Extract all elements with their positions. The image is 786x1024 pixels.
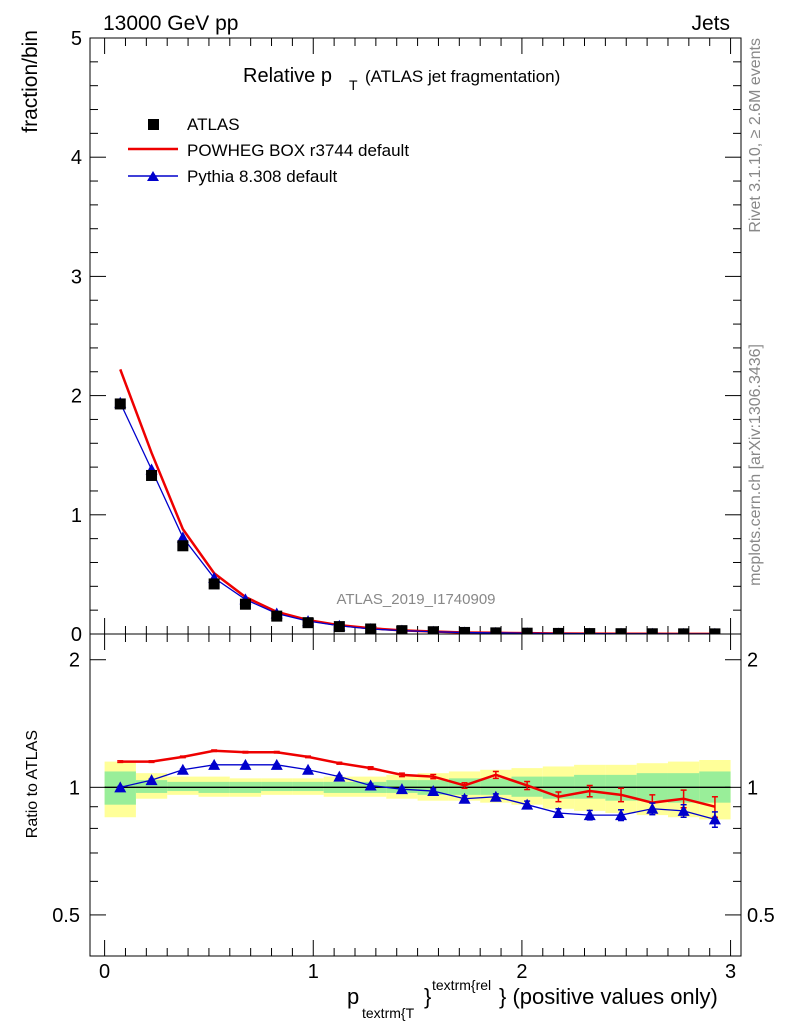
analysis-watermark: ATLAS_2019_I1740909 [336,591,495,608]
ratio-pythia-line [120,764,716,821]
main-atlas-point [114,398,126,410]
legend-pythia-label: Pythia 8.308 default [187,167,338,186]
ratio-pythia-point [114,781,127,793]
main-atlas-point [177,540,189,552]
main-ylabel: fraction/bin [19,30,42,133]
title-subscript: T [349,77,358,93]
main-ytick-label: 2 [71,386,82,408]
main-atlas-point [365,623,377,635]
ratio-pythia-point [708,813,721,825]
main-atlas-point [271,610,283,622]
ratio-band-green [480,778,512,795]
main-pythia-point [176,531,189,543]
ratio-pythia-point [458,792,471,804]
x-axis-title: p textrm{T } textrm{rel } (positive valu… [347,977,718,1021]
ratio-ytick-label: 2 [69,650,80,672]
main-atlas-point [459,626,471,638]
xlabel-rest: } (positive values only) [499,984,718,1009]
main-ytick-label: 4 [71,147,82,169]
main-ytick-label: 1 [71,505,82,527]
ratio-pythia-point [302,763,315,775]
ratio-xtick-label: 2 [516,961,527,983]
legend-atlas-marker [148,119,159,130]
ratio-ytick-label: 1 [69,777,80,799]
ratio-pythia-point [427,785,440,797]
main-title: Relative p T (ATLAS jet fragmentation) [243,65,560,93]
main-plot-panel: 0 1 2 3 4 5 [71,28,742,646]
ratio-plot-panel: 0.5 0.5 1 1 2 2 0 1 2 3 [52,633,775,983]
main-atlas-point [146,469,158,481]
ratio-pythia-point [521,798,534,810]
ratio-ytick-label: 0.5 [52,905,80,927]
main-atlas-point [208,578,220,590]
ratio-pythia-point [646,802,659,814]
ratio-pythia-point [208,758,221,770]
ratio-ytick-label-right: 2 [747,650,758,672]
title-rest: (ATLAS jet fragmentation) [365,67,560,86]
ratio-xtick-label: 0 [99,961,110,983]
ratio-pythia-point [145,774,158,786]
ratio-pythia-point [333,770,346,782]
ratio-band-green [135,780,168,793]
ratio-pythia-point [552,806,565,818]
main-atlas-point [490,627,502,639]
main-ytick-label: 0 [71,624,82,646]
legend-pythia-marker [147,171,159,181]
xlabel-inner-brace: } [424,984,431,1009]
ratio-pythia-point [239,758,252,770]
main-atlas-point [302,617,314,629]
ratio-band-green [261,781,293,792]
ratio-pythia-point [583,809,596,821]
main-atlas-point [333,621,345,633]
ratio-pythia-point [176,763,189,775]
ratio-powheg-line [120,749,716,808]
legend-atlas-label: ATLAS [187,115,240,134]
ratio-xtick-label: 1 [308,961,319,983]
mcplots-label: mcplots.cern.ch [arXiv:1306.3436] [747,344,764,586]
ratio-ylabel: Ratio to ATLAS [24,730,41,838]
main-atlas-point [521,627,533,639]
rivet-version-label: Rivet 3.1.10, ≥ 2.6M events [747,38,764,233]
xlabel-p: p [347,984,359,1009]
legend-powheg-label: POWHEG BOX r3744 default [187,141,409,160]
ratio-band-green [167,781,199,792]
legend: ATLAS POWHEG BOX r3744 default Pythia 8.… [128,115,409,186]
main-ytick-label: 3 [71,266,82,288]
ratio-pythia-point [395,783,408,795]
ratio-xtick-label: 3 [725,961,736,983]
ratio-band-green [292,781,324,792]
ratio-pythia-point [270,758,283,770]
header-process: Jets [691,12,730,35]
ratio-pythia-point [677,804,690,816]
main-atlas-point [239,598,251,610]
xlabel-superscript: textrm{rel [432,977,491,993]
main-atlas-point [552,627,564,639]
ratio-frame [89,633,742,957]
ratio-ytick-label-right: 1 [747,777,758,799]
title-main: Relative p [243,65,332,87]
main-atlas-point [427,626,439,638]
header-energy: 13000 GeV pp [103,12,238,35]
xlabel-subscript: textrm{T [362,1005,415,1021]
ratio-pythia-point [364,779,377,791]
ratio-pythia-point [615,809,628,821]
main-ytick-label: 5 [71,28,82,50]
main-atlas-point [396,625,408,637]
ratio-ytick-label-right: 0.5 [747,905,775,927]
ratio-pythia-point [489,790,502,802]
